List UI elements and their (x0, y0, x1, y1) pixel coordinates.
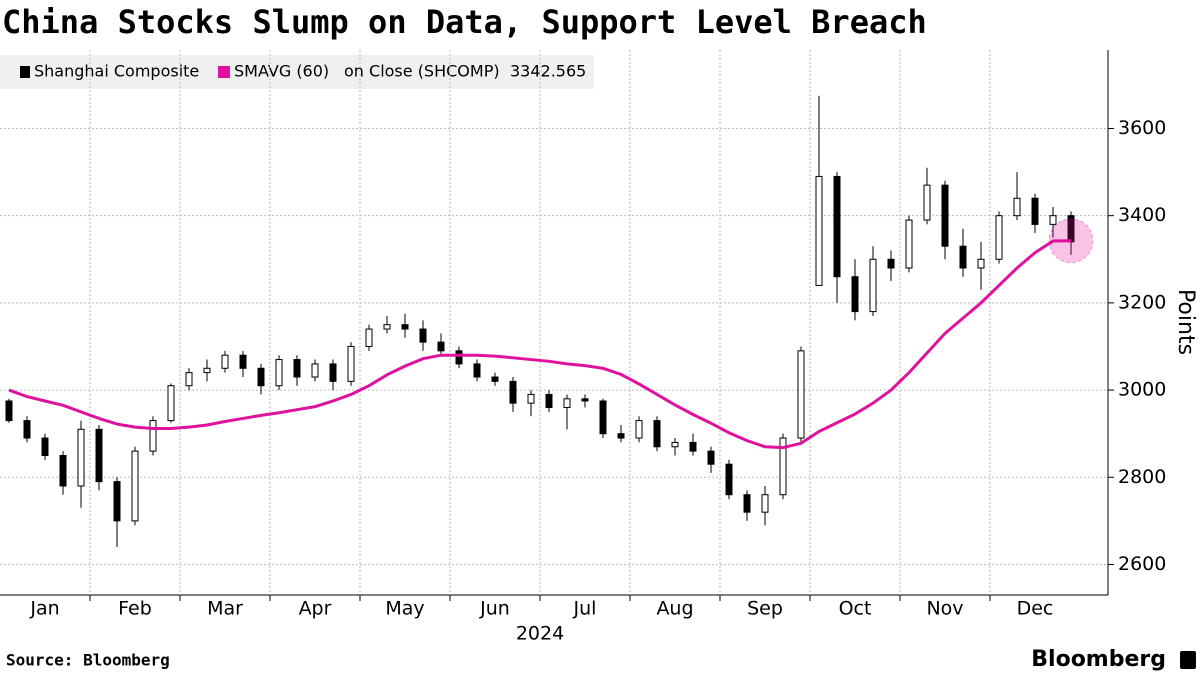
candle-body (959, 245, 967, 269)
candle-body (509, 380, 517, 404)
legend-swatch (218, 66, 230, 78)
candle-body (1013, 197, 1021, 217)
candle-body (5, 400, 13, 422)
candle-body (797, 350, 805, 439)
candle-body (941, 184, 949, 247)
candle-body (23, 420, 31, 439)
x-tick-label: Jul (573, 598, 597, 620)
candle-body (743, 494, 751, 513)
x-tick-label: Oct (839, 598, 872, 620)
legend-label: Shanghai Composite (34, 62, 199, 81)
candle-body (401, 324, 409, 330)
y-tick-label: 3400 (1118, 204, 1166, 226)
candle-body (725, 463, 733, 496)
candle-body (383, 324, 391, 330)
legend-value: 3342.565 (510, 62, 586, 81)
x-tick-label: Feb (118, 598, 152, 620)
candle-body (95, 428, 103, 483)
candle-body (149, 420, 157, 452)
legend-note: on Close (SHCOMP) (344, 62, 500, 81)
candle-body (563, 398, 571, 409)
candle-body (221, 354, 229, 369)
candle-body (419, 328, 427, 343)
candle-body (491, 376, 499, 382)
x-tick-label: Mar (207, 598, 243, 620)
logo-icon (1180, 651, 1196, 669)
candle-body (581, 398, 589, 402)
candle-body (761, 494, 769, 513)
y-tick-label: 3600 (1118, 117, 1166, 139)
candle-body (455, 350, 463, 365)
x-tick-label: May (385, 598, 424, 620)
candle-body (347, 345, 355, 382)
y-tick-label: 3000 (1118, 379, 1166, 401)
x-tick-label: Jun (479, 598, 510, 620)
candle-body (473, 363, 481, 378)
candle-body (689, 441, 697, 452)
candle-body (41, 437, 49, 456)
candle-body (185, 372, 193, 387)
y-tick-label: 2800 (1118, 466, 1166, 488)
chart-title: China Stocks Slump on Data, Support Leve… (2, 3, 927, 41)
candle-body (617, 433, 625, 439)
moving-average-line (8, 239, 1072, 450)
candle-body (779, 437, 787, 496)
legend-swatch (20, 66, 30, 78)
x-tick-label: Aug (656, 598, 693, 620)
y-tick-label: 3200 (1118, 291, 1166, 313)
candle-body (671, 441, 679, 448)
x-tick-label: Apr (299, 598, 332, 620)
candle-body (1031, 197, 1039, 225)
candle-body (995, 215, 1003, 260)
x-tick-label: Sep (747, 598, 783, 620)
candle-body (869, 258, 877, 313)
candle-body (365, 328, 373, 347)
legend-box (0, 55, 594, 89)
candle-body (635, 420, 643, 439)
candle-body (59, 454, 67, 487)
candle-body (527, 393, 535, 404)
legend-label: SMAVG (60) (234, 62, 329, 81)
x-axis-title: 2024 (516, 623, 564, 645)
candle-body (977, 258, 985, 269)
candle-body (167, 385, 175, 422)
x-tick-label: Nov (926, 598, 963, 620)
candle-body (329, 363, 337, 382)
source: Source: Bloomberg (6, 651, 170, 670)
candle-body (1049, 215, 1057, 225)
candle-body (257, 367, 265, 387)
y-tick-label: 2600 (1118, 553, 1166, 575)
candle-body (887, 258, 895, 269)
candle-body (923, 184, 931, 221)
highlight (1048, 218, 1094, 264)
x-tick-label: Jan (29, 598, 59, 620)
x-tick-label: Dec (1017, 598, 1054, 620)
candle-body (653, 420, 661, 448)
candle-body (77, 428, 85, 487)
candle-body (833, 175, 841, 278)
logo: Bloomberg (1031, 647, 1166, 672)
candle-body (437, 341, 445, 352)
candle-body (545, 393, 553, 409)
candle-body (275, 359, 283, 387)
candle-body (131, 450, 139, 522)
candle-body (707, 450, 715, 465)
candle-body (599, 400, 607, 435)
candle-body (815, 175, 823, 286)
candle-body (203, 367, 211, 374)
candle-body (905, 219, 913, 269)
candle-body (239, 354, 247, 369)
candle-body (851, 276, 859, 313)
y-axis-title: Points (1173, 289, 1198, 355)
candle-body (311, 363, 319, 378)
candle-body (113, 481, 121, 522)
candle-body (293, 359, 301, 378)
